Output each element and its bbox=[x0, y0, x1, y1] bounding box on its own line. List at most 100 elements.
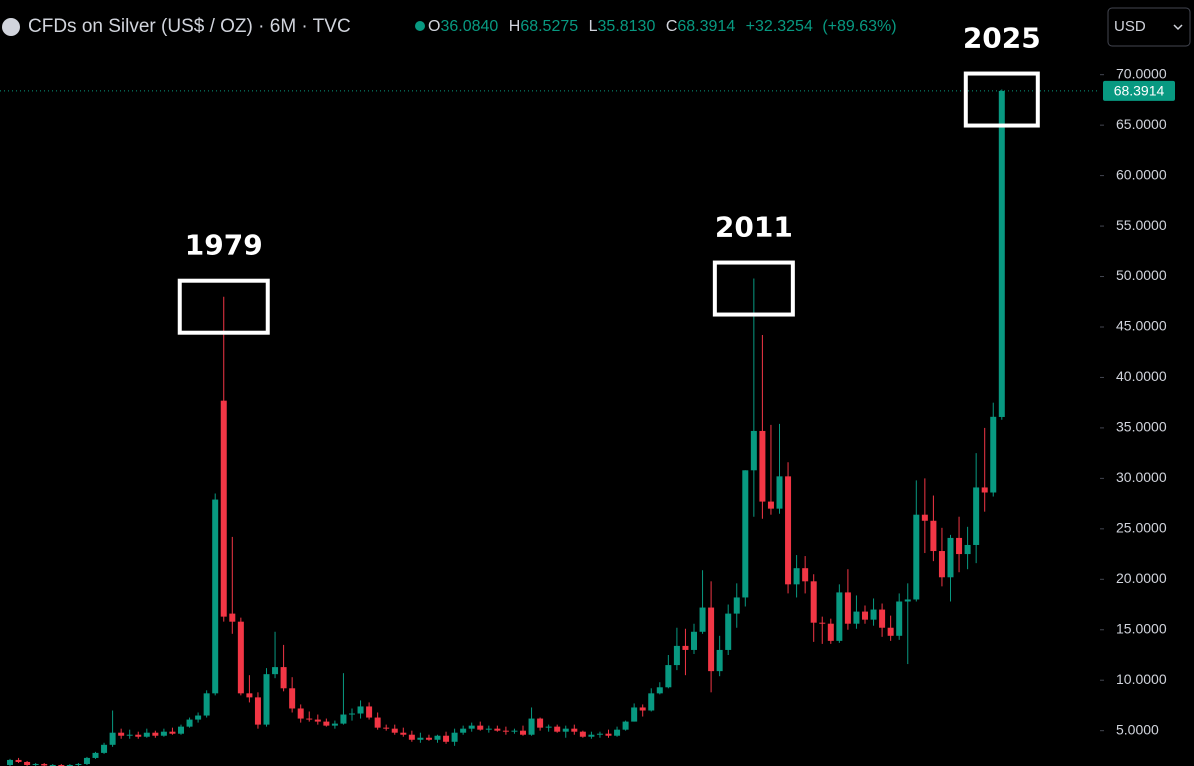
candle-body bbox=[588, 734, 595, 737]
ohlc-value: 68.3914 bbox=[677, 18, 735, 35]
candle-body bbox=[24, 761, 31, 765]
candle-body bbox=[545, 726, 552, 728]
candle-body bbox=[178, 726, 184, 734]
header: CFDs on Silver (US$ / OZ) · 6M · TVC O36… bbox=[2, 7, 1191, 47]
candle-body bbox=[383, 727, 390, 729]
dropdown-chevron[interactable] bbox=[1173, 24, 1183, 31]
ohlc-key: C bbox=[666, 18, 678, 35]
candle-body bbox=[280, 667, 287, 689]
candle-body bbox=[776, 476, 783, 509]
y-tick-label: 55.0000 bbox=[1116, 217, 1167, 233]
candle-body bbox=[374, 717, 381, 728]
candle-body bbox=[323, 721, 330, 726]
candle-body bbox=[203, 693, 210, 716]
candle-body bbox=[92, 752, 99, 758]
ohlc-readout: O36.0840 H68.5275 L35.8130 C68.3914 +32.… bbox=[428, 18, 897, 35]
candle-body bbox=[314, 719, 321, 722]
candle-body bbox=[246, 693, 253, 698]
candle-body bbox=[622, 721, 629, 730]
currency-label[interactable]: USD bbox=[1114, 18, 1146, 35]
candle-body bbox=[32, 763, 39, 765]
candle-body bbox=[605, 733, 612, 736]
candle-body bbox=[272, 667, 279, 675]
candle-body bbox=[528, 718, 535, 735]
y-tick-label: 45.0000 bbox=[1116, 318, 1167, 334]
candle-body bbox=[425, 737, 432, 740]
currency-button[interactable] bbox=[1107, 7, 1191, 47]
candle-body bbox=[126, 734, 133, 736]
annotation-label: 2025 bbox=[963, 22, 1041, 55]
candle-body bbox=[759, 430, 766, 502]
candle-body bbox=[921, 514, 928, 521]
candle-body bbox=[118, 732, 125, 736]
candle-body bbox=[220, 400, 227, 617]
candle-body bbox=[793, 568, 800, 585]
candle-body bbox=[391, 728, 398, 733]
candle-body bbox=[49, 764, 56, 766]
candle-body bbox=[169, 731, 176, 734]
candle-body bbox=[75, 763, 82, 765]
candle-body bbox=[7, 759, 13, 765]
ohlc-value: 36.0840 bbox=[440, 18, 498, 35]
candle-body bbox=[810, 581, 817, 623]
candle-body bbox=[956, 537, 963, 555]
candle-body bbox=[66, 764, 73, 766]
candle-body bbox=[648, 693, 655, 711]
y-tick-label: 30.0000 bbox=[1116, 469, 1167, 485]
candle-body bbox=[109, 732, 116, 745]
symbol-title: CFDs on Silver (US$ / OZ) · 6M · TVC bbox=[28, 16, 351, 37]
last-price-label: 68.3914 bbox=[1114, 83, 1165, 99]
candle-body bbox=[716, 649, 723, 672]
candle-body bbox=[289, 688, 296, 709]
candle-body bbox=[537, 718, 544, 728]
highlight-box bbox=[177, 278, 270, 335]
candle-body bbox=[434, 735, 441, 740]
candle-body bbox=[596, 733, 603, 735]
highlight-box bbox=[963, 71, 1040, 128]
candle-body bbox=[708, 607, 715, 672]
candle-body bbox=[691, 631, 697, 650]
candle-body bbox=[83, 757, 90, 764]
y-tick-label: 15.0000 bbox=[1116, 620, 1167, 636]
plot: 5.0000 10.0000 15.0000 20.0000 25.0000 30.000… bbox=[0, 22, 1175, 766]
candle-body bbox=[699, 607, 706, 632]
candle-body bbox=[366, 706, 373, 718]
candle-body bbox=[135, 734, 142, 737]
candle-body bbox=[879, 609, 886, 628]
ohlc-key: L bbox=[589, 18, 598, 35]
candle-body bbox=[485, 728, 492, 730]
candle-body bbox=[254, 697, 261, 725]
candle-body bbox=[896, 601, 903, 636]
candle-body bbox=[862, 611, 868, 620]
candle-body bbox=[639, 707, 646, 711]
change: +32.3254 bbox=[746, 18, 813, 35]
candle-body bbox=[502, 730, 509, 732]
candle-body bbox=[408, 734, 415, 740]
y-tick-label: 20.0000 bbox=[1116, 570, 1167, 586]
candle-body bbox=[340, 714, 347, 724]
candle-body bbox=[750, 430, 757, 471]
candle-body bbox=[947, 537, 954, 578]
candle-body bbox=[836, 592, 843, 641]
y-tick-label: 60.0000 bbox=[1116, 166, 1167, 182]
candle-body bbox=[443, 735, 450, 742]
candle-body bbox=[460, 728, 467, 733]
candle-body bbox=[870, 609, 877, 620]
candle-body bbox=[631, 707, 638, 722]
candle-body bbox=[656, 687, 663, 694]
candle-body bbox=[58, 764, 65, 766]
symbol-icon bbox=[2, 18, 20, 36]
candle-body bbox=[827, 623, 834, 641]
candle-body bbox=[853, 611, 860, 624]
ohlc-value: 68.5275 bbox=[520, 18, 578, 35]
candle-body bbox=[930, 520, 937, 552]
candle-body bbox=[904, 599, 911, 602]
candle-body bbox=[725, 613, 732, 650]
candle-body bbox=[101, 744, 108, 753]
candle-body bbox=[477, 725, 484, 730]
highlight-box bbox=[712, 260, 795, 317]
candle-body bbox=[802, 568, 809, 582]
candle-body bbox=[306, 718, 313, 720]
